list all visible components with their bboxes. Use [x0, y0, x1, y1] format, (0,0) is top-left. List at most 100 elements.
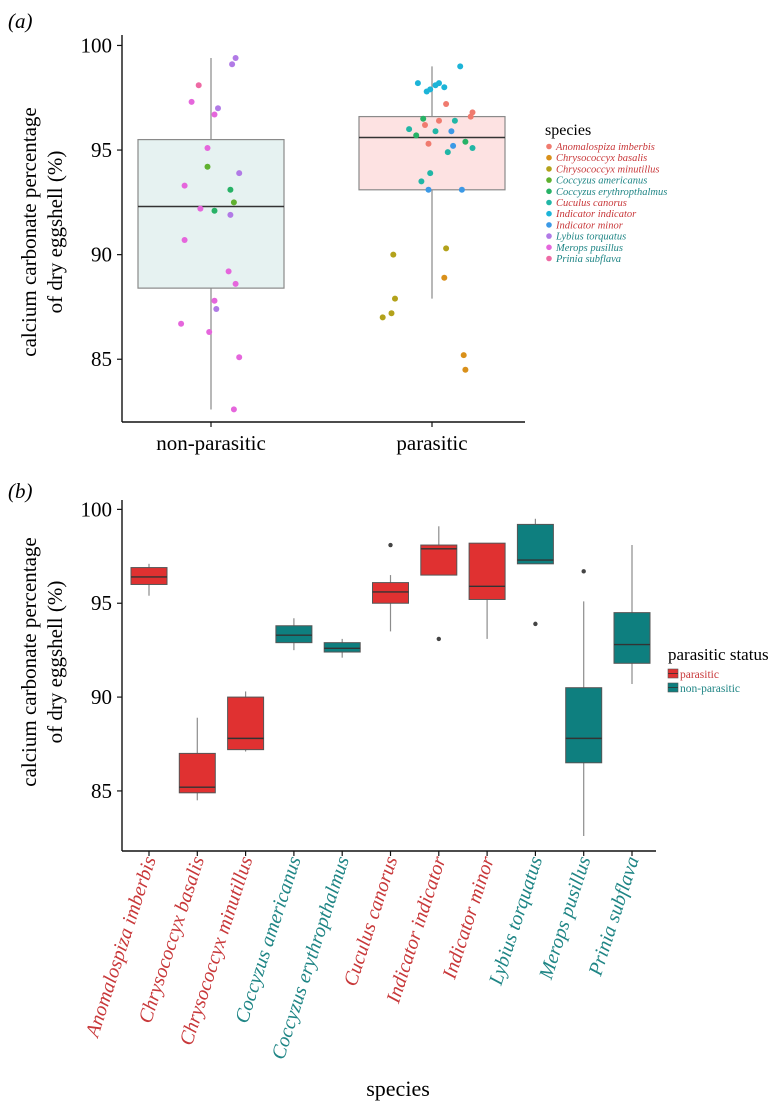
panel-a-legend-entry-indicator-minor: Indicator minor: [555, 220, 624, 231]
panel-b-legend-entry-parasitic: parasitic: [680, 669, 719, 681]
panel-a-x-tick-label-parasitic: parasitic: [396, 431, 467, 455]
panel-b-box-coccyzus-americanus: [275, 625, 313, 644]
panel-a-legend-swatch-coccyzus-americanus: [546, 177, 552, 183]
panel-a-point: [215, 105, 221, 112]
panel-a-boxes: [137, 58, 506, 410]
panel-a-point: [432, 128, 439, 135]
panel-a-point: [443, 245, 450, 252]
panel-a-point: [414, 80, 421, 87]
panel-a-point: [422, 122, 428, 128]
panel-b-x-axis-label: species: [366, 1076, 430, 1101]
panel-a-point: [462, 366, 469, 373]
panel-a-point: [420, 115, 427, 122]
panel-b: (b) calcium carbonate percentage of dry …: [8, 479, 769, 1101]
panel-b-legend-title: parasitic status: [668, 645, 769, 664]
panel-b-boxes: [130, 518, 651, 836]
panel-a-point: [469, 145, 476, 151]
panel-b-y-tick-label: 85: [91, 779, 112, 803]
panel-a-legend-entry-cuculus-canorus: Cuculus canorus: [556, 198, 627, 209]
panel-b-box-chrysococcyx-basalis: [178, 752, 216, 794]
panel-a-x-tick-label-non-parasitic: non-parasitic: [156, 431, 266, 455]
panel-b-y-axis-label-line1: calcium carbonate percentage: [17, 537, 41, 787]
panel-a-point: [225, 268, 232, 275]
panel-a-point: [211, 297, 218, 304]
panel-a-point: [204, 145, 211, 151]
panel-a-point: [181, 182, 188, 189]
panel-a-point: [418, 178, 425, 185]
panel-b-x-tick-label-prinia-subflava: Prinia subflava: [584, 854, 644, 980]
panel-a-point: [204, 163, 211, 170]
panel-a-legend-entry-anomalospiza-imberbis: Anomalospiza imberbis: [555, 142, 655, 153]
panel-a-y-tick-label: 100: [81, 33, 113, 57]
panel-a-point: [232, 55, 239, 61]
panel-a-point: [392, 295, 398, 302]
panel-b-box-cuculus-canorus: [372, 582, 409, 604]
panel-a-point: [432, 82, 439, 89]
panel-a-legend-entry-coccyzus-erythropthalmus: Coccyzus erythropthalmus: [556, 187, 667, 198]
panel-a-point: [462, 138, 469, 145]
panel-a-point: [188, 98, 195, 105]
panel-a-point: [390, 251, 397, 258]
panel-a-point: [427, 170, 434, 177]
panel-a-points: [178, 55, 476, 413]
panel-a-box-parasitic: [358, 115, 506, 191]
panel-a-legend-swatch-merops-pusillus: [546, 244, 552, 251]
panel-a-legend-entry-coccyzus-americanus: Coccyzus americanus: [556, 176, 647, 187]
panel-b-outlier-cuculus-canorus: [388, 542, 393, 548]
panel-a-legend-swatch-lybius-torquatus: [546, 233, 552, 239]
panel-a-point: [211, 111, 218, 118]
panel-a-legend-title: species: [545, 122, 591, 139]
panel-b-y-axis-label-line2: of dry eggshell (%): [43, 581, 67, 744]
panel-a-label: (a): [8, 9, 33, 33]
panel-a-y-axis-label: calcium carbonate percentage of dry eggs…: [17, 107, 67, 357]
panel-a-point: [388, 310, 395, 317]
panel-b-y-tick-label: 100: [81, 497, 113, 521]
panel-a-point: [467, 113, 474, 120]
panel-a-point: [236, 170, 243, 177]
panel-a-point: [441, 84, 448, 91]
panel-a-point: [236, 354, 243, 361]
panel-b-label: (b): [8, 479, 33, 503]
panel-a-point: [443, 101, 450, 107]
panel-b-box-chrysococcyx-minutillus: [227, 696, 265, 751]
panel-a-point: [444, 149, 451, 156]
panel-a-point: [230, 199, 237, 206]
panel-a-point: [197, 205, 204, 212]
panel-a-point: [213, 306, 220, 312]
panel-a-point: [229, 61, 236, 68]
panel-a-point: [425, 140, 432, 147]
panel-a-axes: 85 90 95 100 non-parasitic parasitic: [81, 33, 525, 455]
panel-a-point: [379, 314, 386, 321]
panel-a-legend-swatch-chrysococcyx-minutillus: [546, 166, 552, 172]
panel-a-point: [450, 142, 457, 149]
panel-a-point: [206, 329, 213, 335]
panel-a-y-tick-label: 85: [91, 347, 112, 371]
panel-a-y-axis-label-line1: calcium carbonate percentage: [17, 107, 41, 357]
panel-a-legend-swatch-anomalospiza-imberbis: [546, 143, 552, 150]
panel-b-box-merops-pusillus: [565, 687, 603, 764]
panel-b-box-indicator-minor: [468, 542, 506, 600]
panel-a: (a) calcium carbonate percentage of dry …: [8, 9, 667, 455]
panel-a-point: [436, 117, 442, 124]
panel-a-legend-swatch-cuculus-canorus: [546, 199, 552, 206]
panel-b-y-tick-label: 90: [91, 685, 112, 709]
panel-b-legend-entry-non-parasitic: non-parasitic: [680, 683, 740, 695]
panel-b-box-indicator-indicator: [420, 544, 458, 576]
panel-a-legend-entry-merops-pusillus: Merops pusillus: [555, 243, 623, 254]
panel-a-legend-swatch-indicator-minor: [546, 222, 552, 228]
panel-b-outlier-lybius-torquatus: [533, 621, 538, 627]
panel-b-box-lybius-torquatus: [516, 523, 554, 565]
panel-a-point: [211, 207, 218, 214]
panel-a-point: [448, 128, 455, 135]
panel-a-legend-entry-lybius-torquatus: Lybius torquatus: [555, 232, 626, 243]
panel-a-legend-swatch-chrysococcyx-basalis: [546, 154, 552, 161]
panel-a-legend-entry-chrysococcyx-basalis: Chrysococcyx basalis: [556, 153, 647, 164]
panel-a-legend-entry-chrysococcyx-minutillus: Chrysococcyx minutillus: [556, 164, 660, 175]
panel-a-point: [230, 406, 237, 413]
panel-a-y-tick-label: 95: [91, 138, 112, 162]
panel-a-point: [457, 63, 464, 70]
panel-b-box-coccyzus-erythropthalmus: [323, 642, 361, 653]
panel-a-point: [406, 126, 413, 133]
panel-a-legend-entry-indicator-indicator: Indicator indicator: [555, 209, 637, 220]
